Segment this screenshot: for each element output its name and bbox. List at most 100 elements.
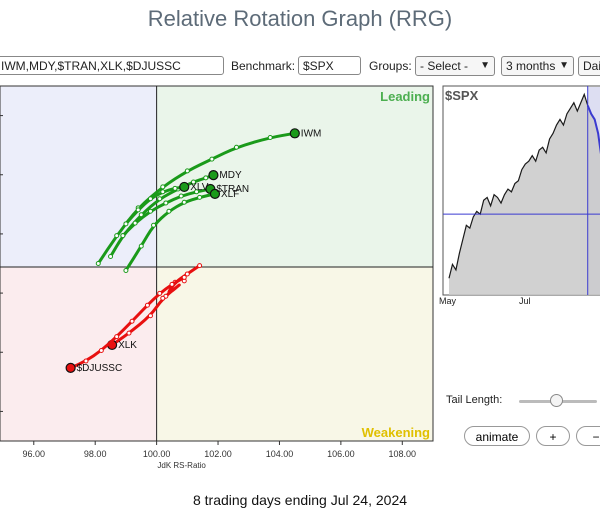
tail-point bbox=[160, 184, 166, 190]
tail-point bbox=[123, 267, 129, 273]
price-area bbox=[449, 94, 600, 295]
tail-point bbox=[267, 135, 273, 141]
frequency-select-value: Dai bbox=[583, 59, 600, 73]
series-label: XLV bbox=[190, 182, 208, 193]
tail-point bbox=[123, 221, 129, 227]
footer-caption: 8 trading days ending Jul 24, 2024 bbox=[192, 492, 408, 508]
tail-point bbox=[132, 220, 138, 226]
x-tick-label: 102.00 bbox=[204, 449, 232, 459]
tail-point bbox=[147, 313, 153, 319]
tail-point bbox=[95, 261, 101, 266]
quadrant-lagging bbox=[0, 266, 157, 441]
zoom-in-button[interactable]: + bbox=[536, 426, 570, 446]
series-label: IWM bbox=[301, 128, 322, 139]
quadrant-weakening bbox=[156, 266, 434, 441]
quadrant-label-leading: Leading bbox=[380, 89, 430, 104]
tail-point bbox=[157, 290, 163, 296]
groups-select[interactable]: - Select - ▼ bbox=[415, 56, 495, 76]
head-point bbox=[179, 181, 190, 193]
series-label: $DJUSSC bbox=[77, 363, 123, 374]
tail-length-slider-handle[interactable] bbox=[550, 394, 564, 407]
tail-tran bbox=[121, 187, 212, 238]
tail-xlf bbox=[124, 192, 217, 272]
tail-length-label: Tail Length: bbox=[446, 394, 503, 406]
tail-point bbox=[203, 175, 209, 181]
tail-point bbox=[126, 330, 132, 336]
series-label: MDY bbox=[219, 170, 242, 181]
tail-point bbox=[184, 168, 190, 174]
period-select[interactable]: 3 months ▼ bbox=[501, 56, 574, 76]
price-chart: $SPX May Jul bbox=[439, 85, 600, 306]
symbols-input[interactable]: IWM,MDY,$TRAN,XLK,$DJUSSC bbox=[0, 56, 224, 75]
head-point bbox=[208, 169, 219, 181]
tail-point bbox=[147, 208, 153, 214]
tail-point bbox=[157, 196, 163, 202]
tail-point bbox=[144, 302, 150, 308]
head-point bbox=[209, 188, 221, 199]
rrg-chart: 96.00 98.00 100.00 102.00 104.00 106.00 108.00… bbox=[0, 85, 434, 470]
head-point bbox=[65, 362, 76, 374]
tail-point bbox=[166, 208, 172, 214]
benchmark-input[interactable]: $SPX bbox=[298, 56, 361, 75]
series-label: $TRAN bbox=[216, 184, 249, 195]
chevron-down-icon: ▼ bbox=[559, 60, 569, 71]
tail-point bbox=[160, 295, 166, 301]
plot-frame bbox=[0, 85, 434, 442]
tail-point bbox=[114, 334, 120, 340]
chevron-down-icon: ▼ bbox=[480, 60, 490, 71]
tail-xlk bbox=[110, 264, 202, 347]
tail-point bbox=[98, 348, 104, 354]
x-tick-label: 98.00 bbox=[84, 449, 107, 459]
tail-point bbox=[197, 263, 203, 269]
quadrant-improving bbox=[0, 86, 157, 267]
toolbar: IWM,MDY,$TRAN,XLK,$DJUSSC Benchmark: $SP… bbox=[0, 52, 600, 82]
x-tick-label: 108.00 bbox=[389, 449, 417, 459]
x-tick-label: 96.00 bbox=[23, 449, 46, 459]
tail-point bbox=[151, 222, 157, 228]
x-tick-label: 104.00 bbox=[266, 449, 294, 459]
tail-point bbox=[197, 194, 203, 200]
frequency-select[interactable]: Dai bbox=[578, 56, 600, 76]
benchmark-label: Benchmark: bbox=[231, 59, 296, 73]
series-label: XLF bbox=[221, 189, 239, 200]
series-label: XLK bbox=[118, 340, 137, 351]
tail-point bbox=[181, 274, 187, 280]
tail-point bbox=[184, 271, 190, 277]
x-tick-label: 106.00 bbox=[327, 449, 355, 459]
quadrant-leading bbox=[156, 86, 434, 267]
x-axis-label: JdK RS-Ratio bbox=[157, 461, 206, 470]
tail-point bbox=[160, 189, 166, 195]
tail-iwm bbox=[96, 131, 297, 265]
rrg-quadrants bbox=[0, 86, 434, 441]
groups-select-value: - Select - bbox=[420, 59, 469, 73]
quadrant-label-weakening: Weakening bbox=[362, 425, 430, 440]
tail-point bbox=[147, 196, 153, 202]
head-point bbox=[289, 128, 300, 139]
rrg-axes: 96.00 98.00 100.00 102.00 104.00 106.00 108.00… bbox=[0, 85, 434, 470]
tail-point bbox=[135, 207, 141, 213]
tail-point bbox=[120, 233, 126, 239]
tail-point bbox=[83, 358, 89, 364]
animate-button[interactable]: animate bbox=[464, 426, 530, 446]
tail-point bbox=[233, 144, 239, 150]
tail-point bbox=[138, 243, 144, 249]
price-x-label: May bbox=[439, 296, 457, 306]
period-select-value: 3 months bbox=[506, 59, 556, 73]
page-title: Relative Rotation Graph (RRG) bbox=[147, 6, 453, 31]
tail-point bbox=[163, 200, 169, 206]
x-tick-label: 100.00 bbox=[143, 449, 171, 459]
tail-point bbox=[181, 199, 187, 205]
tail-point bbox=[114, 233, 120, 239]
tail-djussc bbox=[69, 275, 186, 370]
tail-point bbox=[178, 193, 184, 199]
price-chart-title: $SPX bbox=[445, 88, 479, 103]
tail-point bbox=[194, 189, 200, 195]
tail-point bbox=[169, 281, 175, 287]
price-x-label: Jul bbox=[519, 296, 531, 306]
tail-point bbox=[190, 179, 196, 185]
tail-point bbox=[209, 156, 215, 162]
rrg-series bbox=[65, 128, 300, 374]
tail-point bbox=[108, 254, 114, 260]
zoom-out-button[interactable]: − bbox=[576, 426, 600, 446]
